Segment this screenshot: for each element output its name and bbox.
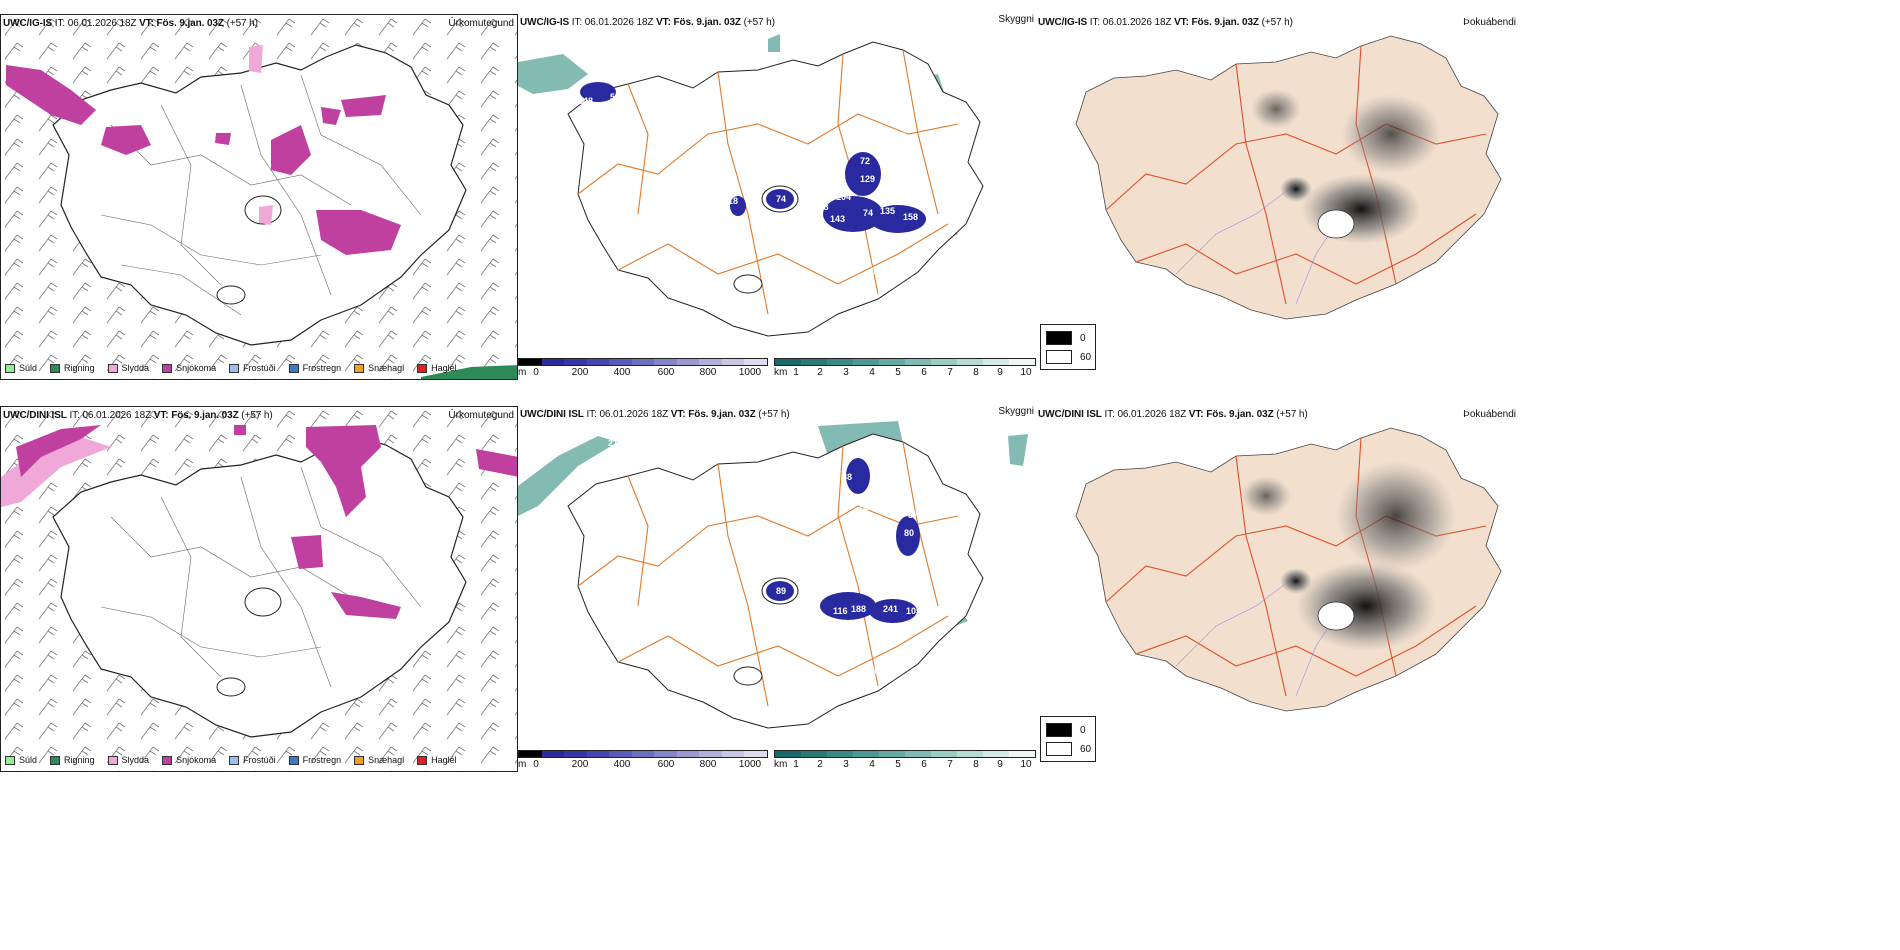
ceiling-label: 88 — [842, 472, 852, 482]
panel-title: Skyggni — [998, 14, 1034, 25]
ceiling-label: 150 — [618, 528, 633, 538]
fog-key: 0 60 — [1040, 324, 1096, 370]
visibility-scale: km 1 2 3 4 5 6 7 8 9 10 — [774, 358, 1036, 380]
ceiling-label: 72 — [860, 156, 870, 166]
panel-header: UWC/DINI ISL IT: 06.01.2026 18Z VT: Fös.… — [520, 409, 790, 420]
ceiling-label: 104 — [836, 192, 851, 202]
ceiling-label: 89 — [776, 586, 786, 596]
legend-item: Slydda — [107, 755, 149, 765]
ceiling-label: 135 — [880, 206, 895, 216]
ptype-panel-top: UWC/IG-IS IT: 06.01.2026 18Z VT: Fös. 9.… — [0, 14, 518, 380]
ptype-legend: Súld Rigning Slydda Snjókoma Frostúði Fr… — [5, 755, 457, 765]
panel-header: UWC/DINI ISL IT: 06.01.2026 18Z VT: Fös.… — [3, 410, 273, 421]
ceiling-label: 158 — [903, 212, 918, 222]
ceiling-label: 100 — [768, 106, 783, 116]
fog-panel-top: UWC/IG-IS IT: 06.01.2026 18Z VT: Fös. 9.… — [1036, 14, 1520, 334]
ceiling-label: 247 — [890, 131, 905, 141]
ceiling-label: 348 — [578, 96, 593, 106]
ptype-legend: Súld Rigning Slydda Snjókoma Frostúði Fr… — [5, 363, 457, 373]
ceiling-label: 15 — [870, 266, 880, 276]
legend-item: Slydda — [107, 363, 149, 373]
legend-item: Haglél — [417, 363, 457, 373]
iceland-map[interactable] — [1, 15, 518, 380]
iceland-map[interactable] — [1, 407, 518, 772]
legend-item: Snæhagl — [354, 363, 404, 373]
ceiling-label: 241 — [883, 604, 898, 614]
ceiling-label: 129 — [858, 502, 873, 512]
ceiling-scale: m 0 200 400 600 800 1000 — [518, 750, 768, 772]
panel-title: Úrkomutegund — [448, 18, 514, 29]
ceiling-label: 118 — [814, 202, 829, 212]
fog-key: 0 60 — [1040, 716, 1096, 762]
scale-unit: km — [774, 367, 788, 378]
iceland-map[interactable]: 52 348 18 74 104 143 118 74 135 158 129 … — [518, 14, 1038, 354]
legend-item: Rigning — [50, 363, 95, 373]
legend-item: Haglél — [417, 755, 457, 765]
ceiling-label: 88 — [783, 111, 793, 121]
ceiling-scale: m 0 200 400 600 800 1000 — [518, 358, 768, 380]
ceiling-label: 87 — [908, 510, 918, 520]
panel-title: Úrkomutegund — [448, 410, 514, 421]
ceiling-label: 65 — [882, 488, 892, 498]
legend-item: Súld — [5, 755, 37, 765]
ceiling-label: 80 — [904, 528, 914, 538]
panel-header: UWC/DINI ISL IT: 06.01.2026 18Z VT: Fös.… — [1038, 409, 1308, 420]
ceiling-label: 533 — [870, 446, 885, 456]
legend-item: Snjókoma — [162, 363, 216, 373]
legend-item: Snæhagl — [354, 755, 404, 765]
panel-title: Þokuábendi — [1463, 409, 1516, 420]
panel-title: Skyggni — [998, 406, 1034, 417]
ceiling-label: 223 — [894, 101, 909, 111]
ceiling-label: 74 — [776, 194, 786, 204]
ceiling-label: 105 — [906, 606, 921, 616]
panel-header: UWC/IG-IS IT: 06.01.2026 18Z VT: Fös. 9.… — [520, 17, 775, 28]
panel-header: UWC/IG-IS IT: 06.01.2026 18Z VT: Fös. 9.… — [1038, 17, 1293, 28]
ceiling-labels: 212 89 116 188 241 105 22 89 80 87 111 1… — [608, 438, 921, 676]
ceiling-label: 116 — [833, 606, 848, 616]
ceiling-label: 111 — [893, 570, 907, 580]
ceiling-vis-panel-top: UWC/IG-IS IT: 06.01.2026 18Z VT: Fös. 9.… — [518, 14, 1038, 380]
legend-item: Frostregn — [288, 755, 341, 765]
ceiling-label: 89 — [858, 558, 868, 568]
ceiling-label: 188 — [851, 604, 866, 614]
ptype-panel-bottom: UWC/DINI ISL IT: 06.01.2026 18Z VT: Fös.… — [0, 406, 518, 772]
ceiling-label: 74 — [863, 208, 873, 218]
ceiling-label: 129 — [860, 174, 875, 184]
ceiling-label: 52 — [873, 81, 883, 91]
panel-title: Þokuábendi — [1463, 17, 1516, 28]
scale-unit: km — [774, 759, 788, 770]
visibility-scale: km 1 2 3 4 5 6 7 8 9 10 — [774, 750, 1036, 772]
ceiling-vis-panel-bottom: UWC/DINI ISL IT: 06.01.2026 18Z VT: Fös.… — [518, 406, 1038, 772]
ceiling-label: 83 — [872, 666, 882, 676]
ceiling-label: 212 — [608, 438, 623, 448]
ceiling-label: 22 — [840, 582, 850, 592]
fog-panel-bottom: UWC/DINI ISL IT: 06.01.2026 18Z VT: Fös.… — [1036, 406, 1520, 726]
ceiling-label: 18 — [728, 196, 738, 206]
scale-unit: m — [518, 759, 527, 770]
ceiling-label: 143 — [830, 214, 845, 224]
iceland-map[interactable]: 212 89 116 188 241 105 22 89 80 87 111 1… — [518, 406, 1038, 746]
ceiling-labels: 52 348 18 74 104 143 118 74 135 158 129 … — [578, 81, 918, 276]
ceiling-label: 416 — [878, 458, 893, 468]
legend-item: Frostregn — [288, 363, 341, 373]
legend-item: Snjókoma — [162, 755, 216, 765]
legend-item: Rigning — [50, 755, 95, 765]
iceland-map[interactable] — [1036, 14, 1520, 334]
legend-item: Frostúði — [229, 363, 276, 373]
ceiling-label: 69 — [818, 146, 828, 156]
iceland-map[interactable] — [1036, 406, 1520, 726]
legend-item: Frostúði — [229, 755, 276, 765]
legend-item: Súld — [5, 363, 37, 373]
ceiling-label: 52 — [610, 92, 620, 102]
panel-header: UWC/IG-IS IT: 06.01.2026 18Z VT: Fös. 9.… — [3, 18, 258, 29]
ceiling-label: 53 — [868, 630, 878, 640]
scale-unit: m — [518, 367, 527, 378]
